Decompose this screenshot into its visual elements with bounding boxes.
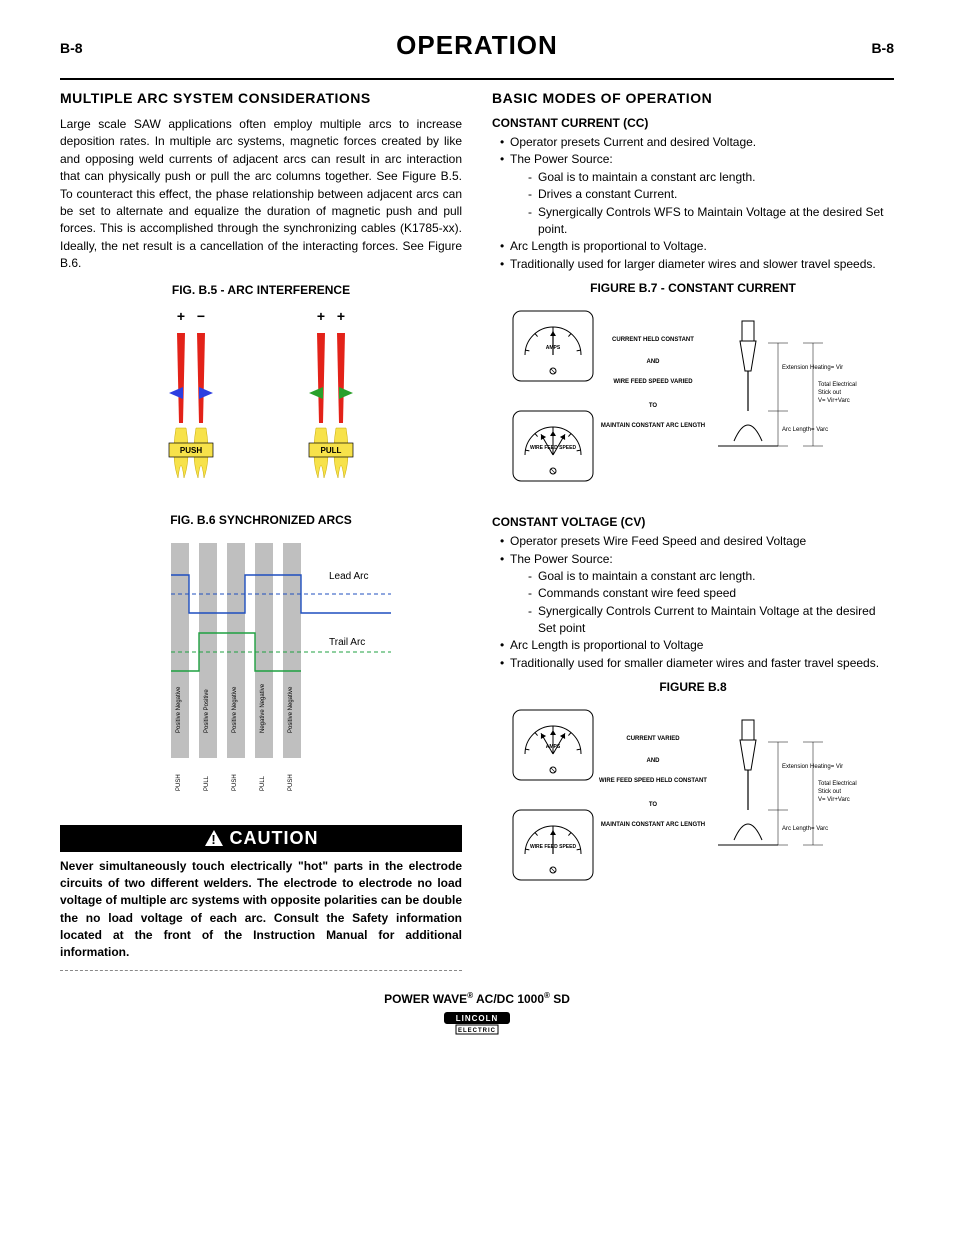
left-column: MULTIPLE ARC SYSTEM CONSIDERATIONS Large… — [60, 90, 462, 971]
svg-text:PUSH: PUSH — [180, 446, 202, 455]
fig-b5-caption: FIG. B.5 - ARC INTERFERENCE — [60, 283, 462, 297]
svg-text:Lead Arc: Lead Arc — [329, 571, 368, 582]
svg-text:Arc Length= Varc: Arc Length= Varc — [782, 427, 828, 433]
fig-b8-caption: FIGURE B.8 — [492, 680, 894, 694]
cc-sub-0: Goal is to maintain a constant arc lengt… — [528, 169, 894, 186]
figure-b7: AMPS WIRE FEED SPEED CURRENT HELD CONSTANT… — [503, 301, 883, 501]
page-footer: POWER WAVE® AC/DC 1000® SD LINCOLN ELECT… — [60, 991, 894, 1039]
svg-text:PULL: PULL — [260, 775, 266, 791]
svg-text:PUSH: PUSH — [176, 774, 182, 791]
svg-text:Positive Negative: Positive Negative — [232, 685, 238, 732]
cv-sub-0: Goal is to maintain a constant arc lengt… — [528, 568, 894, 585]
caution-label: CAUTION — [230, 828, 319, 848]
page-number-right: B-8 — [871, 40, 894, 56]
fig-b6-caption: FIG. B.6 SYNCHRONIZED ARCS — [60, 513, 462, 527]
caution-text: Never simultaneously touch electrically … — [60, 858, 462, 962]
svg-text:Extension Heating= Vir: Extension Heating= Vir — [782, 764, 843, 770]
svg-text:AMPS: AMPS — [546, 345, 561, 351]
svg-text:TO: TO — [649, 403, 658, 409]
svg-text:Negative Negative: Negative Negative — [260, 683, 266, 733]
svg-text:MAINTAIN CONSTANT ARC LENGTH: MAINTAIN CONSTANT ARC LENGTH — [601, 423, 705, 429]
warning-icon: ! — [204, 829, 224, 847]
svg-text:Extension Heating= Vir: Extension Heating= Vir — [782, 365, 843, 371]
page-header: B-8 OPERATION B-8 — [60, 30, 894, 70]
svg-text:AMPS: AMPS — [546, 744, 561, 750]
svg-text:Total Electrical: Total Electrical — [818, 382, 857, 388]
svg-text:Positive Negative: Positive Negative — [176, 685, 182, 732]
svg-text:WIRE FEED SPEED VARIED: WIRE FEED SPEED VARIED — [613, 379, 693, 385]
svg-text:CURRENT VARIED: CURRENT VARIED — [626, 736, 680, 742]
caution-bar: ! CAUTION — [60, 825, 462, 852]
svg-text:Stick out: Stick out — [818, 789, 841, 795]
cv-sub-2: Synergically Controls Current to Maintai… — [528, 603, 894, 638]
svg-text:V= Vir+Varc: V= Vir+Varc — [818, 398, 850, 404]
svg-text:Stick out: Stick out — [818, 390, 841, 396]
left-heading: MULTIPLE ARC SYSTEM CONSIDERATIONS — [60, 90, 462, 106]
svg-text:V= Vir+Varc: V= Vir+Varc — [818, 797, 850, 803]
svg-text:WIRE FEED SPEED HELD CONSTANT: WIRE FEED SPEED HELD CONSTANT — [599, 778, 707, 784]
svg-text:LINCOLN: LINCOLN — [456, 1014, 499, 1023]
svg-text:ELECTRIC: ELECTRIC — [458, 1028, 496, 1034]
page-number-left: B-8 — [60, 40, 83, 56]
cc-item-1: The Power Source: Goal is to maintain a … — [500, 151, 894, 238]
svg-text:TO: TO — [649, 802, 658, 808]
cc-item-0: Operator presets Current and desired Vol… — [500, 134, 894, 151]
cc-list: Operator presets Current and desired Vol… — [492, 134, 894, 273]
svg-text:PUSH: PUSH — [288, 774, 294, 791]
svg-text:CURRENT HELD CONSTANT: CURRENT HELD CONSTANT — [612, 337, 694, 343]
svg-text:!: ! — [211, 832, 216, 847]
cv-title: CONSTANT VOLTAGE (CV) — [492, 515, 894, 529]
page-title: OPERATION — [60, 30, 894, 61]
cv-sub-1: Commands constant wire feed speed — [528, 585, 894, 602]
figure-b6: Lead Arc Trail Arc Positive Negative Positi… — [131, 533, 391, 813]
svg-text:Arc Length= Varc: Arc Length= Varc — [782, 826, 828, 832]
svg-text:−: − — [197, 308, 205, 324]
svg-text:WIRE FEED SPEED: WIRE FEED SPEED — [530, 844, 577, 850]
cc-title: CONSTANT CURRENT (CC) — [492, 116, 894, 130]
figure-b8: AMPS WIRE FEED SPEED CURRENT VARIED AND WIRE… — [503, 700, 883, 900]
svg-text:+: + — [177, 308, 185, 324]
right-heading: BASIC MODES OF OPERATION — [492, 90, 894, 106]
svg-text:+: + — [317, 308, 325, 324]
svg-text:AND: AND — [647, 758, 661, 764]
svg-text:PUSH: PUSH — [232, 774, 238, 791]
cv-item-3: Traditionally used for smaller diameter … — [500, 655, 894, 672]
footer-line-1: POWER WAVE — [384, 992, 467, 1006]
cv-list: Operator presets Wire Feed Speed and des… — [492, 533, 894, 672]
right-column: BASIC MODES OF OPERATION CONSTANT CURREN… — [492, 90, 894, 971]
svg-text:Trail Arc: Trail Arc — [329, 637, 365, 648]
svg-text:+: + — [337, 308, 345, 324]
svg-text:Positive Negative: Positive Negative — [288, 685, 294, 732]
cc-item-2: Arc Length is proportional to Voltage. — [500, 238, 894, 255]
svg-text:AND: AND — [647, 359, 661, 365]
cc-sub-1: Drives a constant Current. — [528, 186, 894, 203]
svg-text:Total Electrical: Total Electrical — [818, 781, 857, 787]
lincoln-logo: LINCOLN ELECTRIC — [442, 1010, 512, 1039]
svg-text:MAINTAIN CONSTANT ARC LENGTH: MAINTAIN CONSTANT ARC LENGTH — [601, 822, 705, 828]
caution-divider — [60, 970, 462, 971]
figure-b5: +−++PUSHPULL — [111, 303, 411, 503]
fig-b7-caption: FIGURE B.7 - CONSTANT CURRENT — [492, 281, 894, 295]
svg-text:Positive Positive: Positive Positive — [204, 688, 210, 732]
cv-item-0: Operator presets Wire Feed Speed and des… — [500, 533, 894, 550]
cv-item-1: The Power Source: Goal is to maintain a … — [500, 551, 894, 638]
svg-text:PULL: PULL — [204, 775, 210, 791]
svg-text:PULL: PULL — [321, 446, 342, 455]
cc-sub-2: Synergically Controls WFS to Maintain Vo… — [528, 204, 894, 239]
cv-item-2: Arc Length is proportional to Voltage — [500, 637, 894, 654]
svg-text:WIRE FEED SPEED: WIRE FEED SPEED — [530, 445, 577, 451]
cc-item-3: Traditionally used for larger diameter w… — [500, 256, 894, 273]
left-para-1: Large scale SAW applications often emplo… — [60, 116, 462, 273]
header-rule — [60, 78, 894, 80]
